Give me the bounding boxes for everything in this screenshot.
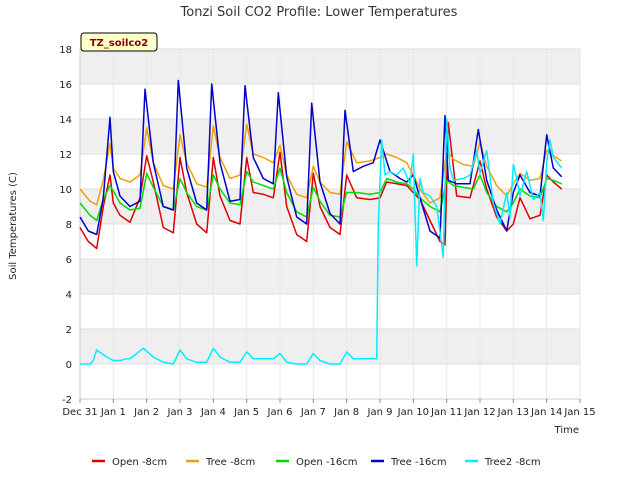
series-line-0 xyxy=(79,121,563,250)
x-tick-label: Jan 13 xyxy=(497,407,529,418)
x-axis: Dec 31 Jan 1 Jan 2 Jan 3 Jan 4 Jan 5 Jan 6 Jan … xyxy=(62,399,596,418)
y-tick-label: 4 xyxy=(66,290,72,301)
series-line-2 xyxy=(79,167,562,222)
plot-band xyxy=(80,49,580,84)
x-tick-label: Jan 2 xyxy=(133,407,159,418)
legend-label: Open -16cm xyxy=(296,457,357,468)
chart-title: Tonzi Soil CO2 Profile: Lower Temperatur… xyxy=(180,5,458,20)
series-line-3 xyxy=(79,79,563,239)
y-tick-label: 10 xyxy=(59,185,72,196)
y-tick-label: 16 xyxy=(59,80,72,91)
plot-band xyxy=(80,259,580,294)
x-tick-label: Jan 14 xyxy=(530,407,562,418)
x-tick-label: Jan 10 xyxy=(397,407,429,418)
y-axis-label: Soil Temperatures (C) xyxy=(8,172,19,280)
legend-label: Open -8cm xyxy=(112,457,167,468)
site-badge-box xyxy=(80,32,158,52)
x-tick-label: Jan 7 xyxy=(300,407,326,418)
site-badge: TZ_soilco2 xyxy=(80,32,158,52)
y-tick-label: 2 xyxy=(66,325,72,336)
x-tick-label: Jan 6 xyxy=(267,407,293,418)
series-layer xyxy=(79,79,563,365)
y-tick-label: 6 xyxy=(66,255,72,266)
y-tick-label: 14 xyxy=(59,115,72,126)
y-tick-label: 0 xyxy=(66,360,72,371)
y-tick-label: 12 xyxy=(59,150,72,161)
legend: Open -8cm Tree -8cm Open -16cm Tree -16cm Tr… xyxy=(92,457,541,468)
x-tick-label: Jan 15 xyxy=(563,407,595,418)
y-tick-label: -2 xyxy=(62,395,72,406)
x-tick-label: Jan 4 xyxy=(200,407,226,418)
plot-band xyxy=(80,329,580,364)
plot-frame xyxy=(79,49,580,400)
x-tick-label: Jan 9 xyxy=(367,407,393,418)
x-tick-label: Jan 11 xyxy=(430,407,462,418)
y-axis: -2 0 2 4 6 8 10 12 14 16 18 xyxy=(59,45,72,406)
x-tick-label: Jan 5 xyxy=(233,407,259,418)
x-tick-label: Jan 1 xyxy=(100,407,126,418)
y-tick-label: 8 xyxy=(66,220,72,231)
x-tick-label: Dec 31 xyxy=(62,407,97,418)
plot-band xyxy=(80,119,580,154)
x-tick-label: Jan 3 xyxy=(167,407,193,418)
site-badge-text: TZ_soilco2 xyxy=(90,38,149,49)
legend-label: Tree -8cm xyxy=(205,457,255,468)
legend-label: Tree2 -8cm xyxy=(484,457,541,468)
x-tick-label: Jan 12 xyxy=(463,407,495,418)
legend-label: Tree -16cm xyxy=(390,457,447,468)
x-axis-label: Time xyxy=(554,425,579,436)
series-line-4 xyxy=(80,118,563,365)
y-tick-label: 18 xyxy=(59,45,72,56)
grid-lines xyxy=(79,48,581,400)
x-tick-label: Jan 8 xyxy=(333,407,359,418)
